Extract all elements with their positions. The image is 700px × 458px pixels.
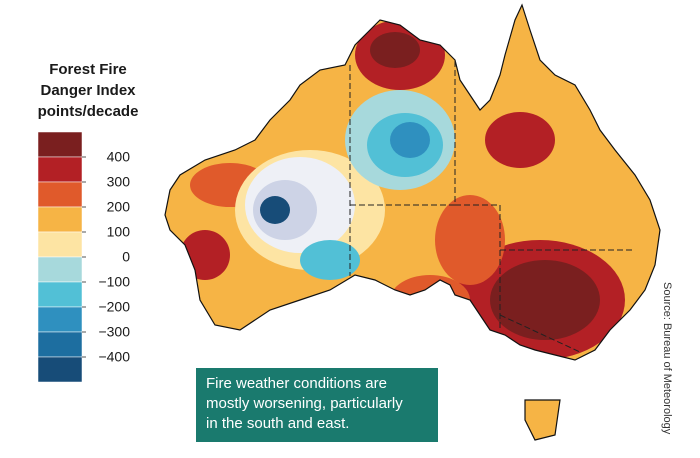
legend-title: Forest Fire	[49, 61, 127, 78]
legend-swatch	[37, 356, 83, 383]
legend-tick-label: 200	[107, 199, 131, 215]
legend-tick-label: 400	[107, 149, 131, 165]
callout-text: Fire weather conditions are	[206, 375, 387, 392]
legend-tick-label: −400	[98, 349, 130, 365]
legend: Forest Fire Danger Index points/decade 400 3…	[37, 61, 139, 383]
callout: Fire weather conditions are mostly worsen…	[206, 375, 403, 432]
legend-swatch	[37, 156, 83, 183]
state-borders	[349, 60, 632, 353]
legend-swatch	[37, 231, 83, 258]
legend-swatch	[37, 281, 83, 308]
legend-swatch	[37, 181, 83, 208]
legend-swatch	[37, 131, 83, 158]
callout-text: in the south and east.	[206, 415, 349, 432]
legend-tick-label: 0	[122, 249, 130, 265]
legend-tick-label: −300	[98, 324, 130, 340]
legend-swatch	[37, 331, 83, 358]
legend-tick-label: 100	[107, 224, 131, 240]
source: Source: Bureau of Meteorology	[661, 282, 673, 435]
callout-text: mostly worsening, particularly	[206, 395, 403, 412]
legend-tick-label: −200	[98, 299, 130, 315]
legend-tick-label: 300	[107, 174, 131, 190]
callout-box	[196, 368, 438, 442]
legend-swatch	[37, 256, 83, 283]
legend-title: Danger Index	[40, 82, 136, 99]
legend-tick-label: −100	[98, 274, 130, 290]
legend-swatch	[37, 206, 83, 233]
legend-swatch	[37, 306, 83, 333]
legend-title: points/decade	[38, 103, 139, 120]
